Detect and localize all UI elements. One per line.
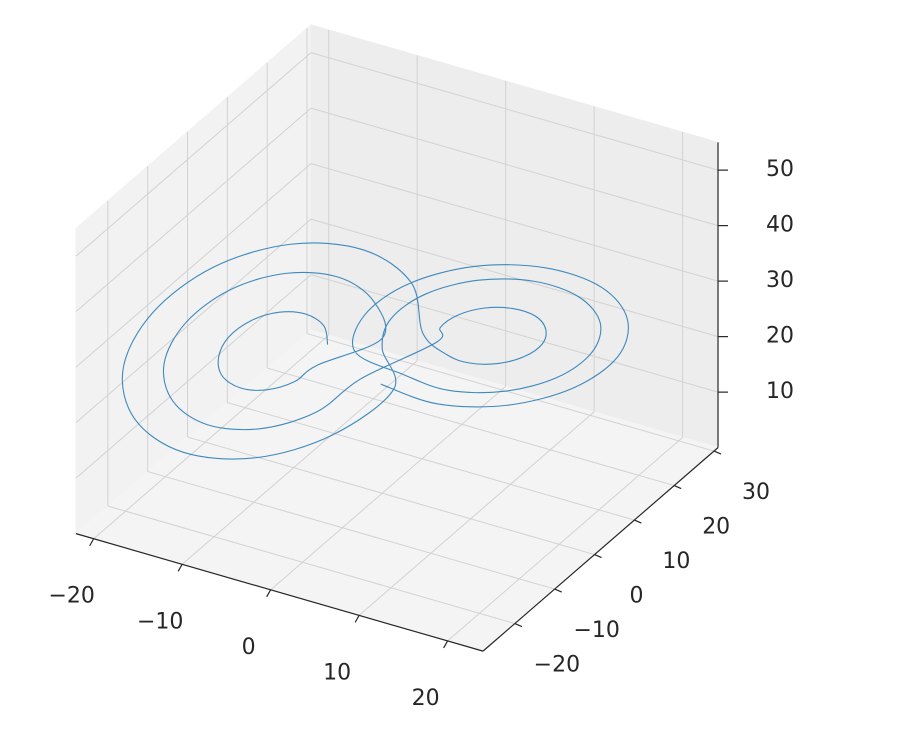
y-tick-label: 0 bbox=[630, 584, 644, 609]
grid-line bbox=[75, 274, 312, 479]
grid-line bbox=[75, 163, 312, 368]
z-tick-label: 20 bbox=[766, 324, 794, 349]
tick-mark bbox=[673, 485, 682, 490]
tick-mark bbox=[634, 519, 642, 524]
grid-line bbox=[93, 334, 330, 540]
tick-mark bbox=[354, 615, 360, 623]
grid-line bbox=[147, 471, 555, 590]
grid-line bbox=[267, 367, 675, 487]
y-tick-label: 20 bbox=[702, 515, 730, 540]
grid-line bbox=[187, 436, 595, 556]
grid-line bbox=[75, 107, 312, 313]
grid-line bbox=[75, 218, 312, 424]
grid-line bbox=[447, 437, 683, 642]
x-tick-label: 20 bbox=[412, 686, 440, 711]
y-tick-label: −10 bbox=[573, 618, 619, 643]
x-tick-label: 10 bbox=[323, 660, 351, 685]
y-tick-label: −20 bbox=[534, 653, 580, 678]
z-tick-label: 50 bbox=[766, 157, 794, 182]
tick-mark bbox=[266, 589, 272, 598]
grid-line bbox=[310, 218, 719, 338]
x-tick-label: −20 bbox=[48, 584, 94, 609]
grid-line bbox=[270, 385, 506, 591]
grid-line bbox=[310, 52, 719, 171]
x-tick-label: 0 bbox=[242, 635, 256, 660]
grid-line bbox=[310, 274, 719, 393]
grid-line bbox=[306, 333, 715, 452]
grid-line bbox=[227, 402, 635, 521]
tick-mark bbox=[89, 538, 95, 547]
trajectory bbox=[121, 242, 629, 460]
y-axis bbox=[482, 447, 719, 652]
tick-mark bbox=[594, 554, 602, 559]
grid-line bbox=[75, 52, 312, 257]
x-tick-label: −10 bbox=[137, 609, 183, 634]
tick-mark bbox=[554, 588, 562, 593]
z-tick-label: 10 bbox=[766, 379, 794, 404]
z-tick-label: 40 bbox=[766, 213, 794, 238]
grid-line bbox=[310, 107, 719, 227]
tick-mark bbox=[177, 563, 183, 572]
grid-line bbox=[107, 505, 516, 625]
y-tick-label: 30 bbox=[742, 480, 770, 505]
grid-line bbox=[310, 163, 719, 282]
y-tick-label: 10 bbox=[662, 549, 690, 574]
z-tick-label: 30 bbox=[766, 268, 794, 293]
tick-mark bbox=[713, 450, 722, 455]
grid-line bbox=[181, 360, 418, 565]
x-axis bbox=[75, 533, 484, 652]
tick-mark bbox=[443, 640, 449, 649]
grid-line bbox=[358, 411, 595, 616]
tick-mark bbox=[514, 622, 523, 628]
